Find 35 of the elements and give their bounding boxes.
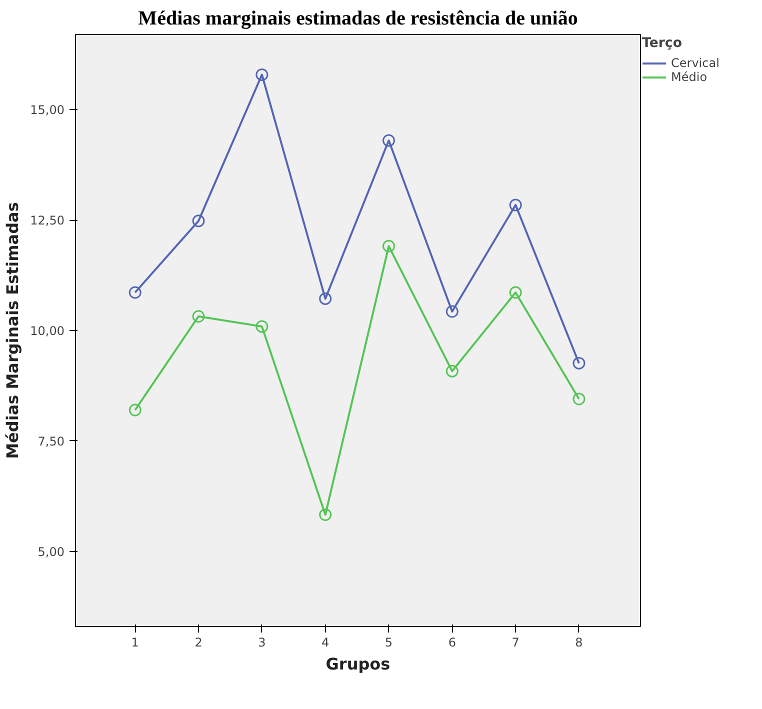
point (572, 392, 586, 406)
x-tick-label: 7 (512, 636, 520, 650)
point (509, 286, 522, 299)
x-tick-label: 6 (448, 636, 456, 650)
point (128, 286, 142, 299)
legend-label: Médio (671, 70, 708, 84)
y-tick-label: 10,00 (30, 324, 65, 338)
x-axis-title: Grupos (326, 654, 390, 674)
legend-label: Cervical (671, 56, 720, 70)
chart-title: Médias marginais estimadas de resistência de união (138, 8, 578, 30)
point (382, 134, 396, 147)
y-tick-label: 7,50 (38, 434, 64, 448)
x-tick-label: 2 (194, 636, 202, 650)
point (382, 240, 396, 252)
x-tick-label: 3 (258, 636, 266, 650)
point (128, 404, 142, 416)
legend-title: Terço (642, 36, 683, 51)
y-axis-title: Médias Marginais Estimadas (3, 202, 22, 459)
x-tick-label: 8 (575, 636, 583, 650)
y-tick-label: 5,00 (38, 544, 64, 559)
point (509, 198, 522, 212)
point (319, 292, 332, 305)
point (319, 508, 332, 521)
point (446, 305, 458, 318)
point (572, 356, 586, 370)
x-tick-label: 5 (384, 636, 393, 650)
point (446, 364, 458, 378)
y-tick-label: 15,00 (30, 103, 65, 118)
x-tick-label: 4 (322, 636, 330, 650)
x-tick-label: 1 (131, 636, 139, 650)
point (192, 214, 205, 228)
point (256, 320, 268, 333)
y-tick-label: 12,50 (30, 214, 65, 228)
point (256, 68, 268, 81)
point (192, 310, 205, 323)
